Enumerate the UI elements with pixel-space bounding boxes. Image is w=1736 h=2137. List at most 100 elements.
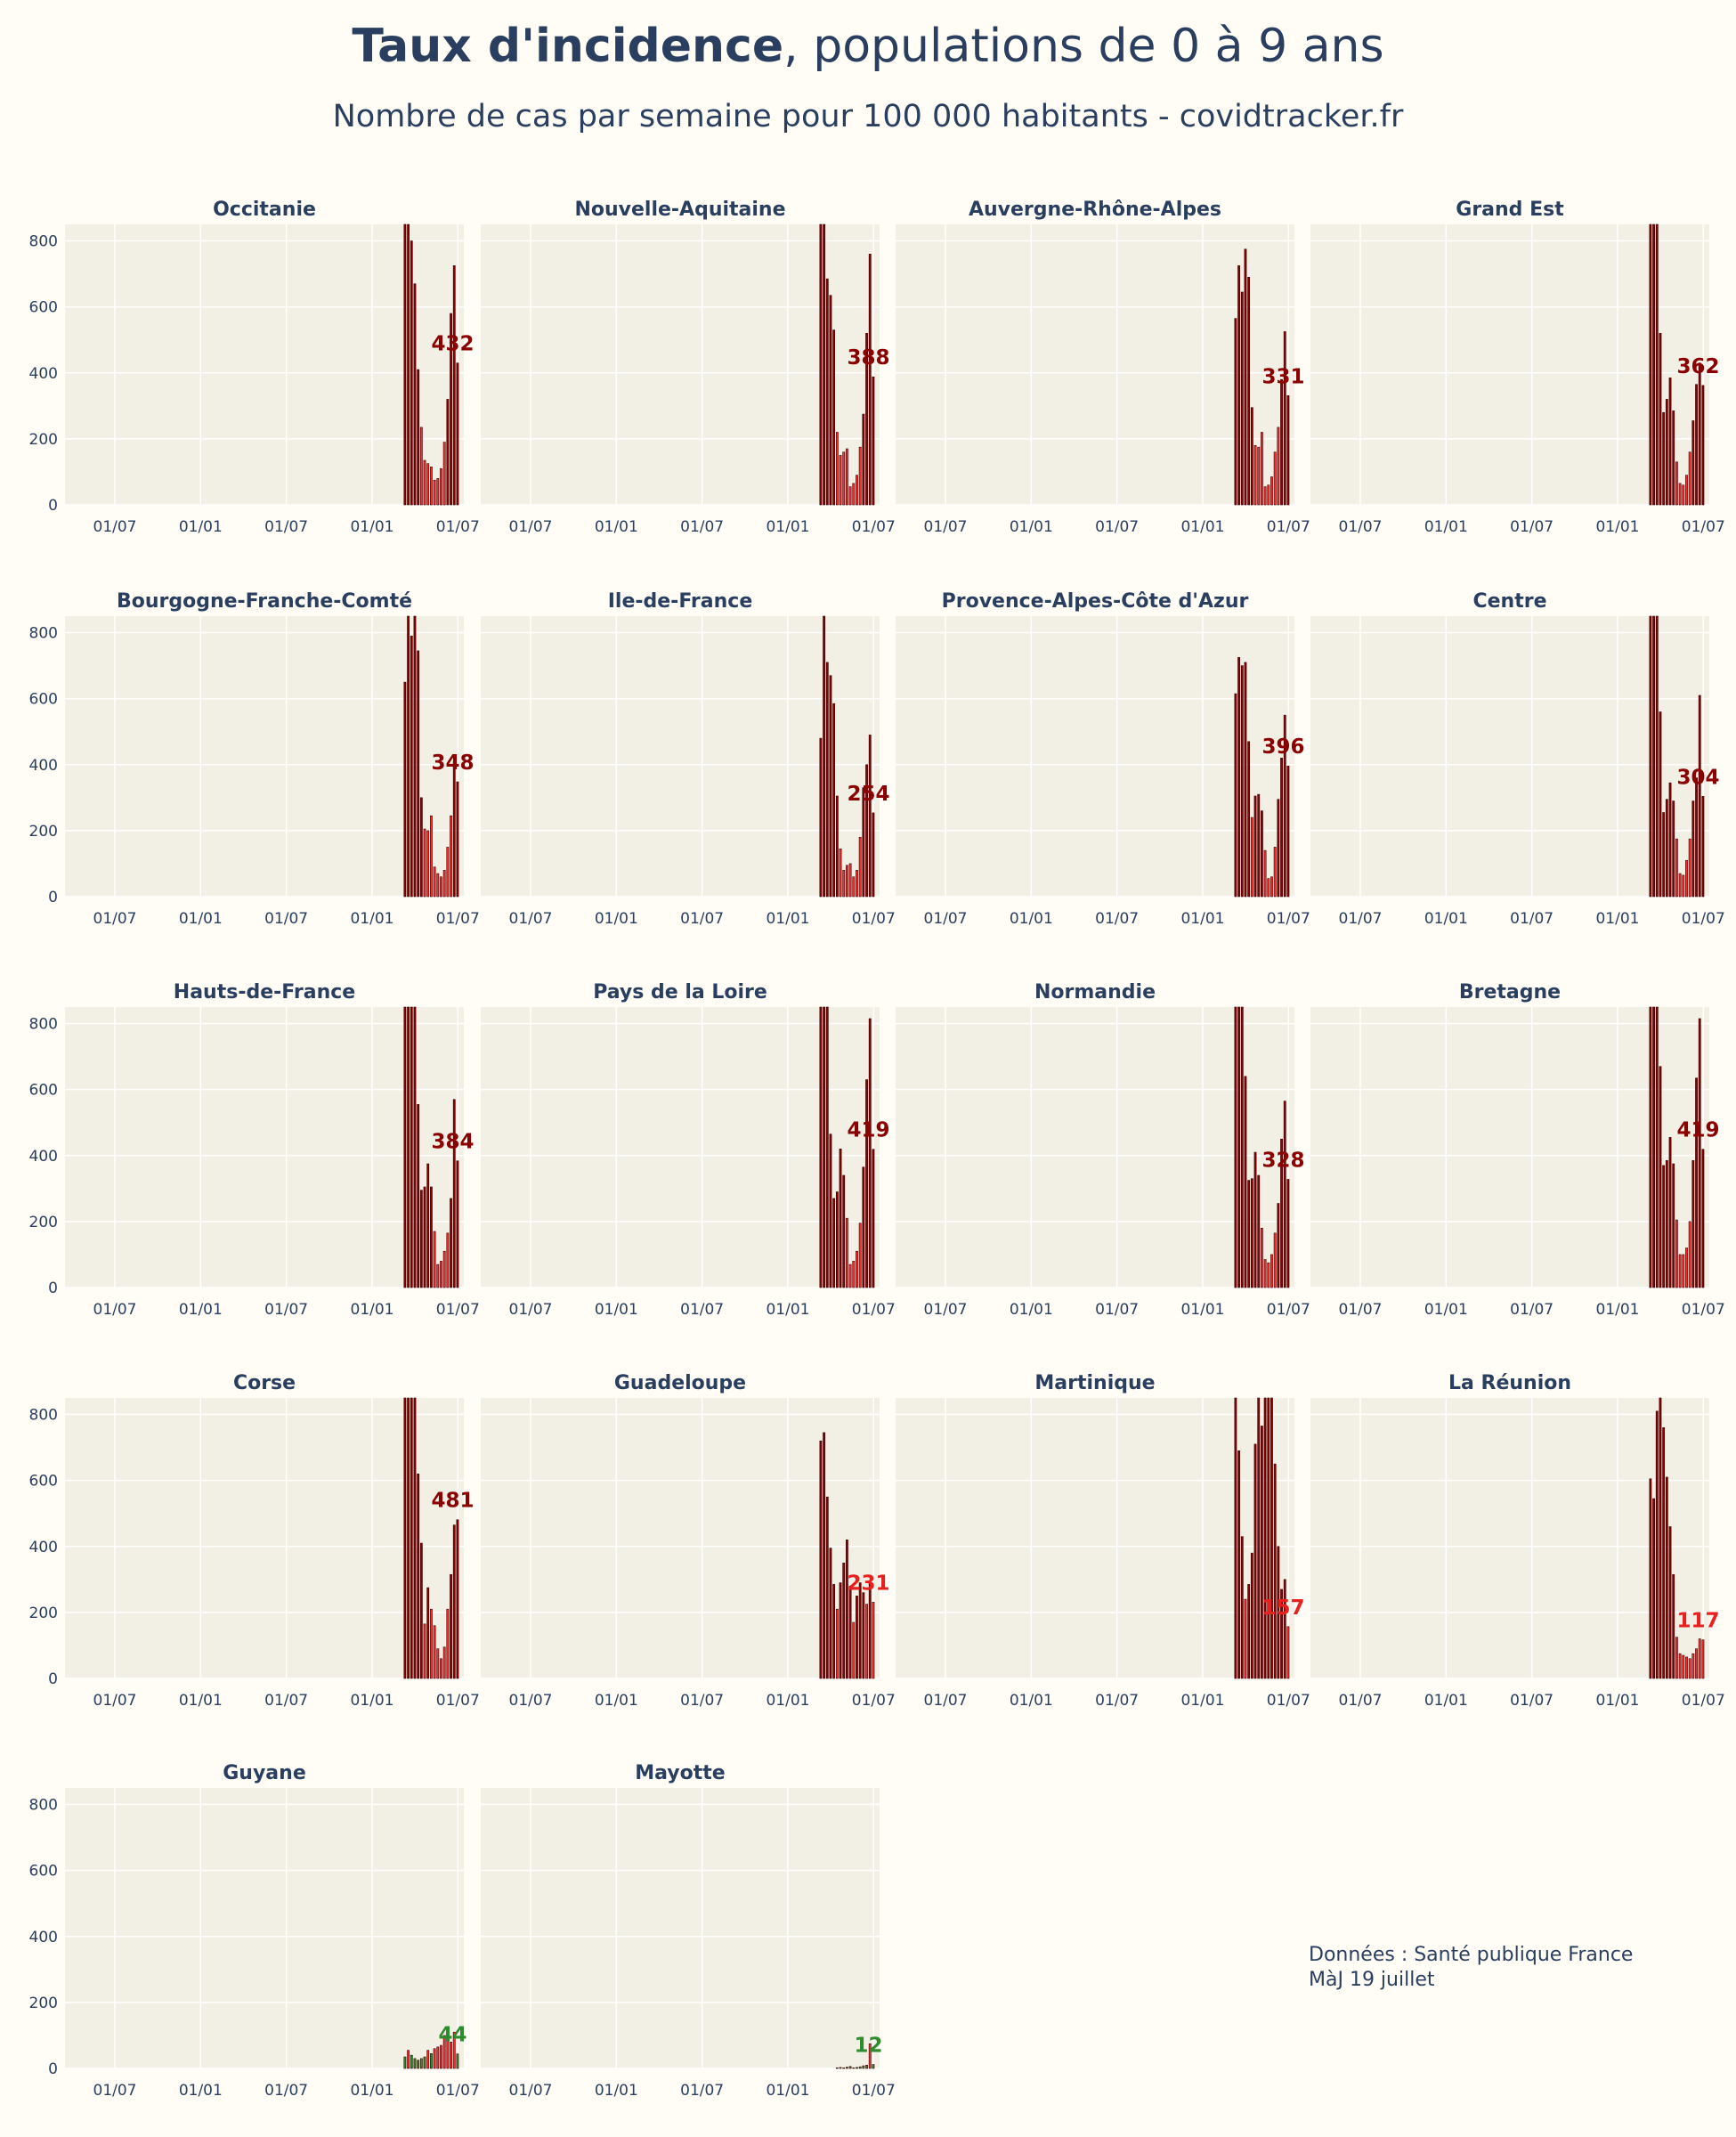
bar (1701, 385, 1705, 506)
x-tick-label: 01/07 (680, 2082, 724, 2100)
bar (419, 797, 423, 898)
bar (446, 1608, 450, 1679)
bar (413, 283, 417, 506)
panel-title: Grand Est (1456, 199, 1564, 221)
bar (1652, 1006, 1655, 1288)
title-bold: Taux d'incidence (352, 20, 784, 73)
bar (413, 615, 417, 898)
bar (419, 1190, 423, 1288)
x-tick-label: 01/07 (1339, 1301, 1383, 1319)
x-tick-label: 01/01 (350, 518, 393, 536)
bar (832, 1584, 836, 1679)
bar (819, 737, 823, 898)
x-tick-label: 01/01 (766, 1301, 809, 1319)
bar (1688, 838, 1691, 898)
bar (417, 369, 420, 506)
panel-title: Bourgogne-Franche-Comté (117, 590, 412, 613)
plot-area (481, 1398, 880, 1678)
x-tick-label: 01/07 (680, 518, 724, 536)
bar (419, 1542, 423, 1679)
bar (1675, 838, 1678, 898)
x-tick-label: 01/01 (1010, 518, 1053, 536)
bar (1277, 1546, 1280, 1679)
bar (433, 1231, 436, 1288)
x-tick-label: 01/01 (1180, 518, 1224, 536)
panel-title: Corse (233, 1372, 296, 1394)
bar (848, 2066, 852, 2069)
last-value-label: 254 (848, 783, 890, 806)
bar (1267, 878, 1270, 898)
bar (1277, 799, 1280, 898)
panel-guyane: 01/07 01/01 01/07 01/01 01/07 0 200 400 600 800 Gu… (29, 1762, 480, 2100)
bar (410, 635, 413, 898)
last-value-label: 384 (432, 1131, 475, 1154)
bar (1649, 1006, 1652, 1288)
bar (835, 1608, 839, 1679)
x-tick-label: 01/07 (1267, 518, 1310, 536)
bar (1672, 410, 1675, 506)
bar (825, 1006, 829, 1288)
bar (1678, 873, 1682, 898)
x-tick-label: 01/07 (1095, 910, 1139, 928)
bar (1685, 1247, 1688, 1288)
y-tick-label: 200 (29, 1995, 58, 2012)
panel-title: Hauts-de-France (174, 981, 355, 1003)
bar (1234, 693, 1237, 898)
bar (417, 650, 420, 898)
x-tick-label: 01/01 (1010, 1692, 1053, 1710)
panel-la-r-union: 01/07 01/01 01/07 01/01 01/07 La Réunion 117 (1310, 1372, 1725, 1710)
x-tick-label: 01/07 (1682, 1692, 1725, 1710)
y-tick-label: 600 (29, 691, 58, 709)
bar (1280, 758, 1283, 898)
bar (1253, 444, 1257, 506)
bar (846, 448, 848, 506)
bar (1665, 399, 1668, 506)
x-tick-label: 01/01 (1010, 1301, 1053, 1319)
x-tick-label: 01/01 (595, 910, 638, 928)
bar (433, 1625, 436, 1679)
bar (1655, 223, 1659, 506)
bar (1273, 1232, 1277, 1288)
bar (829, 295, 832, 506)
bar (1678, 483, 1682, 506)
x-tick-label: 01/07 (264, 1301, 308, 1319)
bar (1675, 1219, 1678, 1288)
bar (1695, 384, 1698, 506)
x-tick-label: 01/07 (852, 1301, 896, 1319)
bar (452, 2031, 456, 2069)
x-tick-label: 01/07 (680, 910, 724, 928)
bar (1244, 1076, 1247, 1288)
bar (842, 1174, 846, 1288)
x-tick-label: 01/07 (436, 1692, 480, 1710)
x-tick-label: 01/07 (509, 1692, 553, 1710)
x-tick-label: 01/07 (924, 518, 968, 536)
bar (856, 870, 858, 898)
bar (1234, 1006, 1237, 1288)
bar (1662, 1427, 1666, 1679)
bar (430, 2053, 433, 2069)
bar (413, 1006, 417, 1288)
x-tick-label: 01/07 (509, 518, 553, 536)
bar (868, 1580, 872, 1679)
plot-area (1310, 224, 1709, 505)
bar (1270, 876, 1273, 898)
bar (1261, 1227, 1263, 1288)
bar (442, 870, 446, 898)
panel-guadeloupe: 01/07 01/01 01/07 01/01 01/07 Guadeloupe 231 (481, 1372, 896, 1710)
bar (848, 1264, 852, 1288)
bar (1685, 859, 1688, 898)
page-title: Taux d'incidence, populations de 0 à 9 a… (0, 20, 1736, 73)
bar (1270, 476, 1273, 506)
plot-area (1310, 616, 1709, 897)
plot-area (481, 616, 880, 897)
bar (1691, 1160, 1695, 1288)
bar (1662, 411, 1666, 506)
panel-title: Ile-de-France (608, 590, 753, 613)
x-tick-label: 01/07 (436, 518, 480, 536)
x-tick-label: 01/07 (264, 2082, 308, 2100)
bar (419, 2058, 423, 2069)
x-tick-label: 01/07 (1682, 518, 1725, 536)
bar (819, 1006, 823, 1288)
bar (410, 1006, 413, 1288)
bar (862, 1592, 865, 1679)
